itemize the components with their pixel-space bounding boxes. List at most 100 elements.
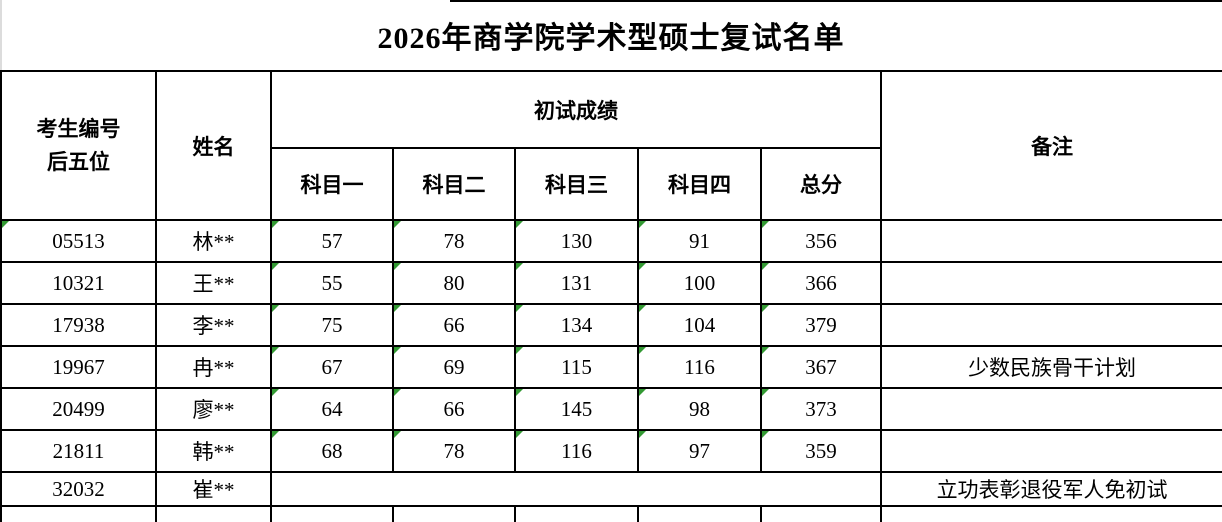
cell-score[interactable]: 104 xyxy=(637,303,762,347)
cell-name[interactable]: 王** xyxy=(155,261,272,305)
cell-empty[interactable] xyxy=(514,505,639,522)
cell-score[interactable]: 116 xyxy=(514,429,639,473)
cell-name[interactable]: 李** xyxy=(155,303,272,347)
cell-score[interactable]: 131 xyxy=(514,261,639,305)
text-format-indicator-icon xyxy=(640,264,646,270)
cell-candidate-no[interactable]: 10321 xyxy=(0,261,157,305)
cell-candidate-no[interactable]: 20499 xyxy=(0,387,157,431)
cell-score[interactable]: 134 xyxy=(514,303,639,347)
text-format-indicator-icon xyxy=(763,264,769,270)
text-format-indicator-icon xyxy=(517,264,523,270)
cell-empty[interactable] xyxy=(759,505,883,522)
cell-score[interactable]: 145 xyxy=(514,387,639,431)
cell-score[interactable]: 97 xyxy=(637,429,762,473)
cell-name[interactable]: 冉** xyxy=(155,345,272,389)
cell-score[interactable]: 98 xyxy=(637,387,762,431)
cell-candidate-no[interactable]: 21811 xyxy=(0,429,157,473)
cell-candidate-no[interactable]: 17938 xyxy=(0,303,157,347)
cell-total[interactable]: 379 xyxy=(759,303,883,347)
cell-candidate-no[interactable]: 32032 xyxy=(0,471,157,507)
cell-empty[interactable] xyxy=(637,505,762,522)
text-format-indicator-icon xyxy=(395,348,401,354)
text-format-indicator-icon xyxy=(273,390,279,396)
cell-score[interactable]: 66 xyxy=(392,303,516,347)
cell-score[interactable]: 80 xyxy=(392,261,516,305)
cell-total[interactable]: 359 xyxy=(759,429,883,473)
text-format-indicator-icon xyxy=(763,222,769,228)
cell-name[interactable]: 林** xyxy=(155,219,272,263)
header-candidate-no-line1: 考生编号 xyxy=(36,116,121,141)
cell-score[interactable]: 116 xyxy=(637,345,762,389)
table-row: 19967 冉** 67 69 115 116 367 少数民族骨干计划 xyxy=(0,345,1222,389)
text-format-indicator-icon xyxy=(3,222,9,228)
table-row: 10321 王** 55 80 131 100 366 xyxy=(0,261,1222,305)
cell-empty[interactable] xyxy=(155,505,272,522)
cell-name[interactable]: 韩** xyxy=(155,429,272,473)
header-row-top: 考生编号 后五位 姓名 初试成绩 备注 xyxy=(0,70,1222,221)
cell-remark[interactable] xyxy=(880,219,1222,263)
table-row: 32032 崔** 立功表彰退役军人免初试 xyxy=(0,471,1222,507)
text-format-indicator-icon xyxy=(395,264,401,270)
cell-score[interactable]: 78 xyxy=(392,219,516,263)
header-remark[interactable]: 备注 xyxy=(880,70,1222,221)
text-format-indicator-icon xyxy=(763,306,769,312)
top-rule xyxy=(450,0,1222,2)
text-format-indicator-icon xyxy=(640,222,646,228)
header-subject-4[interactable]: 科目四 xyxy=(637,147,762,221)
cell-score[interactable]: 75 xyxy=(270,303,394,347)
cell-candidate-no[interactable]: 05513 xyxy=(0,219,157,263)
cell-scores-merged-empty[interactable] xyxy=(269,471,883,507)
header-subject-1[interactable]: 科目一 xyxy=(270,147,394,221)
text-format-indicator-icon xyxy=(273,264,279,270)
cell-total[interactable]: 366 xyxy=(759,261,883,305)
text-format-indicator-icon xyxy=(763,432,769,438)
text-format-indicator-icon xyxy=(395,390,401,396)
header-initial-scores[interactable]: 初试成绩 xyxy=(269,70,883,149)
text-format-indicator-icon xyxy=(640,432,646,438)
cell-total[interactable]: 373 xyxy=(759,387,883,431)
text-format-indicator-icon xyxy=(517,306,523,312)
cell-remark[interactable]: 立功表彰退役军人免初试 xyxy=(880,471,1222,507)
cell-score[interactable]: 57 xyxy=(270,219,394,263)
cell-score[interactable]: 64 xyxy=(270,387,394,431)
cell-name[interactable]: 廖** xyxy=(155,387,272,431)
table-row: 21811 韩** 68 78 116 97 359 xyxy=(0,429,1222,473)
cell-score[interactable]: 69 xyxy=(392,345,516,389)
cell-empty[interactable] xyxy=(270,505,394,522)
text-format-indicator-icon xyxy=(640,348,646,354)
cell-score[interactable]: 78 xyxy=(392,429,516,473)
header-subject-total[interactable]: 总分 xyxy=(759,147,883,221)
cell-empty[interactable] xyxy=(392,505,516,522)
cell-remark[interactable]: 少数民族骨干计划 xyxy=(880,345,1222,389)
cell-remark[interactable] xyxy=(880,303,1222,347)
text-format-indicator-icon xyxy=(395,222,401,228)
cell-candidate-no[interactable]: 19967 xyxy=(0,345,157,389)
cell-score[interactable]: 130 xyxy=(514,219,639,263)
page-title: 2026年商学院学术型硕士复试名单 xyxy=(377,22,845,55)
cell-score[interactable]: 66 xyxy=(392,387,516,431)
cell-total[interactable]: 356 xyxy=(759,219,883,263)
cell-total[interactable]: 367 xyxy=(759,345,883,389)
header-candidate-no-line2: 后五位 xyxy=(47,149,110,174)
cell-empty[interactable] xyxy=(880,505,1222,522)
header-name[interactable]: 姓名 xyxy=(155,70,272,221)
cell-remark[interactable] xyxy=(880,387,1222,431)
table-row: 17938 李** 75 66 134 104 379 xyxy=(0,303,1222,347)
cell-remark[interactable] xyxy=(880,261,1222,305)
cell-score[interactable]: 55 xyxy=(270,261,394,305)
text-format-indicator-icon xyxy=(763,348,769,354)
roster-table: 考生编号 后五位 姓名 初试成绩 备注 科目一 科目二 科目三 科目四 总分 0… xyxy=(0,70,1222,522)
header-candidate-no[interactable]: 考生编号 后五位 xyxy=(0,70,157,221)
cell-score[interactable]: 91 xyxy=(637,219,762,263)
cell-score[interactable]: 68 xyxy=(270,429,394,473)
cell-name[interactable]: 崔** xyxy=(155,471,272,507)
cell-score[interactable]: 67 xyxy=(270,345,394,389)
cell-empty[interactable] xyxy=(0,505,157,522)
cell-score[interactable]: 115 xyxy=(514,345,639,389)
cell-score[interactable]: 100 xyxy=(637,261,762,305)
header-subject-3[interactable]: 科目三 xyxy=(514,147,639,221)
cell-remark[interactable] xyxy=(880,429,1222,473)
header-subject-2[interactable]: 科目二 xyxy=(392,147,516,221)
table-row: 05513 林** 57 78 130 91 356 xyxy=(0,219,1222,263)
